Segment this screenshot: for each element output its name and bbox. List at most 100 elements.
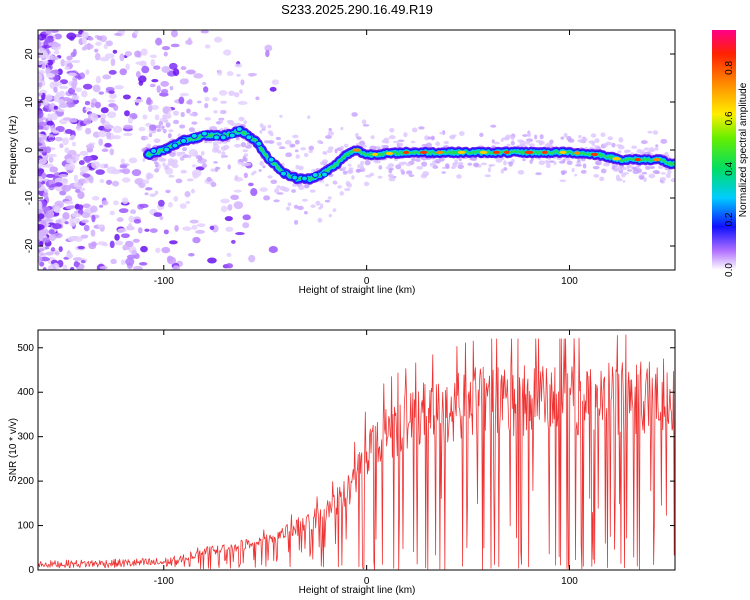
noise-speck — [142, 114, 148, 120]
noise-speck — [248, 182, 254, 187]
ridge-hotspot — [653, 158, 661, 162]
noise-speck — [103, 43, 108, 50]
noise-speck — [131, 169, 142, 177]
scatter-speck — [327, 131, 335, 136]
scatter-speck — [325, 135, 332, 140]
scatter-speck — [421, 161, 428, 167]
noise-speck — [170, 43, 180, 48]
noise-speck — [225, 226, 234, 232]
scatter-speck — [457, 164, 464, 170]
scatter-speck — [626, 165, 630, 170]
noise-speck — [153, 65, 161, 70]
scatter-speck — [167, 158, 175, 163]
noise-speck — [139, 203, 149, 209]
scatter-speck — [294, 219, 299, 225]
noise-speck — [90, 102, 96, 108]
scatter-speck — [216, 166, 221, 170]
scatter-speck — [227, 164, 231, 170]
scatter-speck — [643, 147, 650, 151]
scatter-speck — [158, 156, 166, 162]
noise-speck — [38, 248, 45, 252]
scatter-speck — [621, 166, 627, 171]
noise-speck — [89, 205, 98, 213]
scatter-speck — [212, 97, 218, 102]
noise-speck — [160, 88, 169, 94]
noise-speck — [219, 109, 227, 115]
noise-speck — [191, 224, 198, 230]
scatter-speck — [394, 158, 398, 162]
noise-speck — [227, 204, 233, 211]
noise-speck — [48, 137, 55, 141]
scatter-speck — [405, 170, 413, 175]
scatter-speck — [410, 140, 416, 144]
noise-speck — [38, 125, 44, 130]
snr-series-line — [38, 334, 675, 570]
scatter-speck — [262, 165, 266, 169]
ridge-blob — [180, 137, 188, 144]
scatter-speck — [275, 136, 282, 141]
ridge-hotspot — [574, 151, 580, 155]
scatter-speck — [328, 213, 332, 218]
ridge-blob — [291, 174, 299, 181]
scatter-speck — [582, 163, 587, 169]
scatter-speck — [169, 152, 176, 157]
spectrogram-xlabel: Height of straight line (km) — [299, 285, 416, 296]
ridge-hotspot — [436, 150, 444, 154]
noise-speck — [271, 79, 279, 85]
noise-speck — [53, 105, 58, 110]
noise-speck — [92, 84, 101, 93]
noise-speck — [91, 241, 97, 247]
scatter-speck — [401, 161, 408, 165]
scatter-speck — [186, 178, 194, 182]
scatter-speck — [578, 135, 582, 139]
noise-speck — [38, 82, 43, 88]
noise-speck — [79, 150, 89, 156]
noise-speck — [240, 79, 245, 86]
noise-speck — [161, 66, 171, 74]
ridge-blob — [321, 171, 329, 178]
scatter-speck — [168, 129, 174, 132]
noise-speck — [160, 80, 170, 87]
scatter-speck — [356, 168, 360, 173]
scatter-speck — [592, 165, 600, 170]
noise-speck — [185, 39, 193, 45]
noise-speck — [78, 264, 84, 270]
scatter-speck — [163, 119, 169, 124]
snr-ticks: -100 0 100 0 100 200 300 400 500 — [17, 330, 675, 587]
noise-speck — [104, 142, 112, 148]
scatter-speck — [175, 178, 183, 184]
noise-speck — [72, 48, 77, 57]
scatter-speck — [276, 192, 284, 195]
noise-speck — [114, 85, 124, 90]
noise-speck — [71, 83, 77, 90]
noise-speck — [45, 210, 54, 218]
scatter-speck — [538, 160, 545, 166]
scatter-speck — [427, 136, 435, 140]
scatter-speck — [545, 162, 551, 169]
noise-speck — [62, 264, 68, 270]
scatter-speck — [667, 169, 672, 174]
scatter-speck — [648, 173, 656, 179]
noise-speck — [179, 92, 190, 97]
scatter-speck — [292, 183, 297, 187]
noise-speck — [69, 221, 76, 227]
scatter-speck — [226, 119, 234, 123]
y-tick-label: 100 — [17, 521, 34, 532]
scatter-speck — [373, 159, 381, 164]
scatter-speck — [291, 189, 296, 193]
scatter-speck — [595, 160, 602, 166]
ridge-band-3 — [146, 129, 675, 182]
noise-speck — [161, 246, 171, 254]
scatter-speck — [559, 179, 567, 182]
scatter-speck — [387, 163, 395, 168]
noise-speck — [82, 83, 93, 90]
scatter-speck — [416, 166, 423, 170]
scatter-speck — [607, 136, 614, 141]
noise-speck — [113, 200, 119, 206]
ridge-hotspot — [591, 152, 599, 156]
scatter-speck — [332, 180, 338, 185]
noise-speck — [125, 63, 130, 71]
ridge-hotspot — [612, 157, 621, 161]
scatter-speck — [351, 112, 358, 117]
